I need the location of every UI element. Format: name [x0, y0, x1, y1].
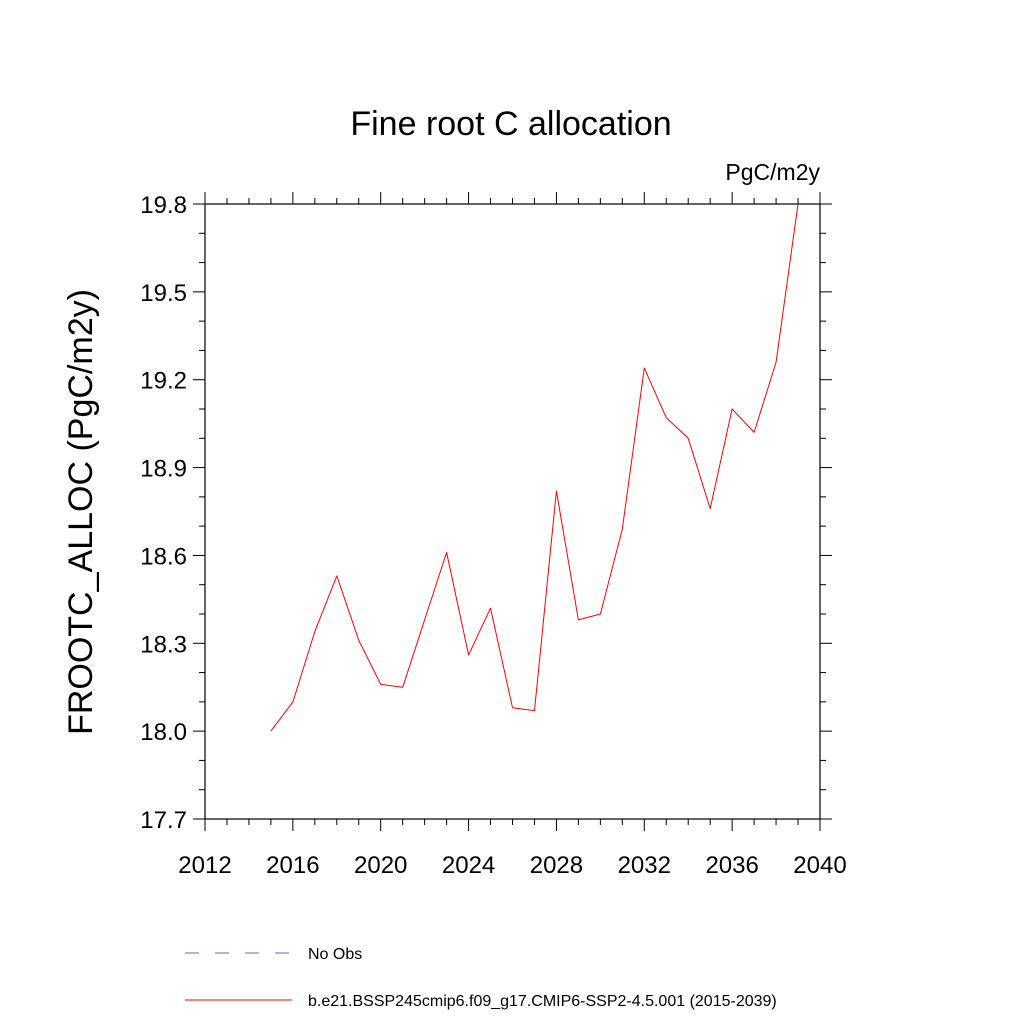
- x-axis: 2012 2016 2020 2024 2028 2032 2036 2040: [178, 192, 847, 879]
- y-tick-label: 18.3: [140, 631, 187, 658]
- x-tick-label: 2012: [178, 852, 231, 879]
- x-tick-label: 2040: [793, 852, 846, 879]
- y-tick-label: 18.9: [140, 456, 187, 483]
- y-tick-label: 19.5: [140, 280, 187, 307]
- y-tick-label: 17.7: [140, 807, 187, 834]
- legend-label: b.e21.BSSP245cmip6.f09_g17.CMIP6-SSP2-4.…: [308, 993, 777, 1010]
- units-label: PgC/m2y: [725, 159, 820, 185]
- legend: No Obs b.e21.BSSP245cmip6.f09_g17.CMIP6-S…: [185, 946, 777, 1010]
- legend-label: No Obs: [308, 946, 362, 963]
- x-tick-label: 2016: [266, 852, 319, 879]
- x-tick-label: 2036: [705, 852, 758, 879]
- y-axis: 17.7 18.0 18.3 18.6 18.9 19.2 19.5 19.8: [140, 192, 832, 834]
- series-layer: [270, 203, 799, 732]
- y-tick-label: 18.0: [140, 719, 187, 746]
- y-axis-label: FROOTC_ALLOC (PgC/m2y): [62, 289, 100, 735]
- chart-title: Fine root C allocation: [350, 105, 671, 143]
- y-tick-label: 19.2: [140, 368, 187, 395]
- x-tick-label: 2028: [530, 852, 583, 879]
- y-tick-label: 18.6: [140, 543, 187, 570]
- x-tick-label: 2032: [618, 852, 671, 879]
- y-tick-label: 19.8: [140, 192, 187, 219]
- x-tick-label: 2020: [354, 852, 407, 879]
- series-line: [270, 203, 799, 732]
- plot-frame: [204, 203, 821, 820]
- x-tick-label: 2024: [442, 852, 495, 879]
- plot-border: [204, 203, 821, 820]
